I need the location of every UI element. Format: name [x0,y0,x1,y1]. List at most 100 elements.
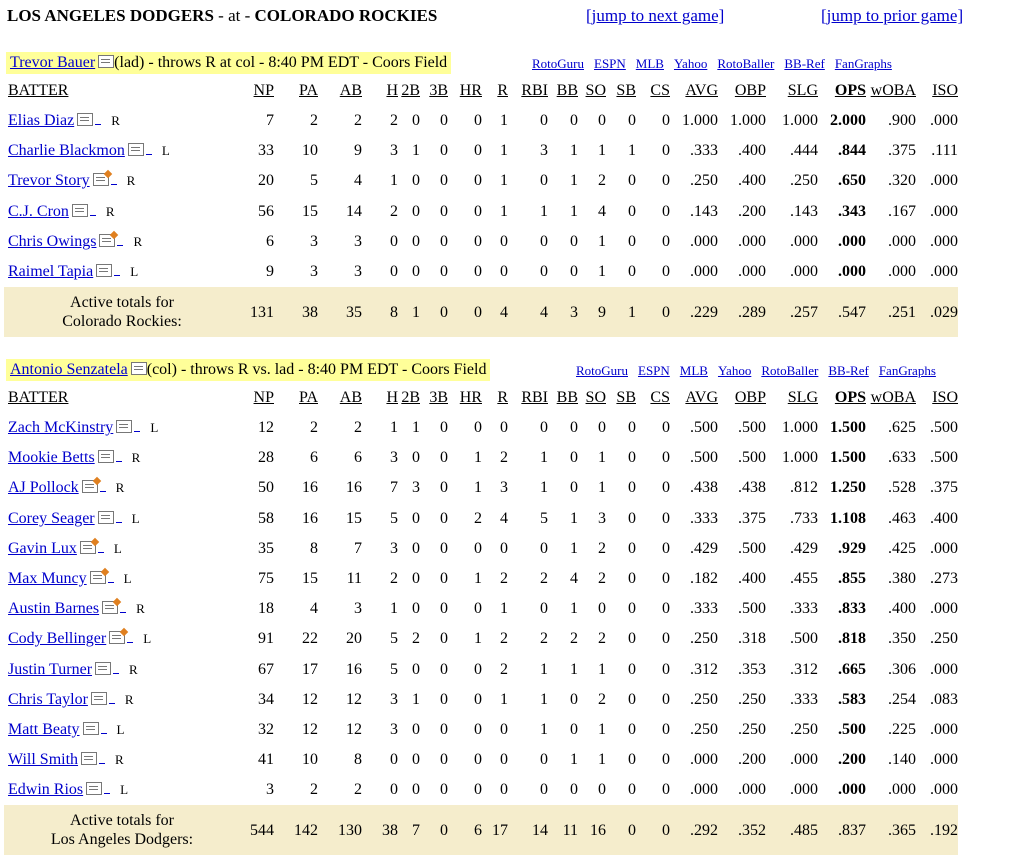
link-mlb[interactable]: MLB [679,363,708,378]
link-yahoo[interactable]: Yahoo [717,363,752,378]
note-icon[interactable] [71,203,88,217]
batter-link[interactable]: AJ Pollock [8,479,79,497]
column-header-rbi[interactable]: RBI [521,82,548,99]
stat-cell: .500 [738,419,766,437]
batter-link[interactable]: Will Smith [8,751,79,769]
column-header-ab[interactable]: AB [339,82,362,99]
batter-link[interactable]: Zach McKinstry [8,419,114,437]
note-icon[interactable] [81,752,98,766]
column-header-cs[interactable]: CS [650,82,670,99]
note-icon[interactable] [99,233,116,247]
column-header-bb[interactable]: BB [556,82,578,99]
column-header-bb[interactable]: BB [556,389,578,406]
jump-prior-game-link[interactable]: [jump to prior game] [821,6,964,25]
link-yahoo[interactable]: Yahoo [673,56,708,71]
column-header-pa[interactable]: PA [299,389,318,406]
column-header-obp[interactable]: OBP [734,82,766,99]
link-rotoballer[interactable]: RotoBaller [717,56,775,71]
note-icon[interactable] [82,721,99,735]
column-header-np[interactable]: NP [253,82,274,99]
link-mlb[interactable]: MLB [635,56,664,71]
column-header-hr[interactable]: HR [459,389,482,406]
column-header-r[interactable]: R [497,82,508,99]
note-icon[interactable] [96,264,113,278]
column-header-cs[interactable]: CS [650,389,670,406]
column-header-woba[interactable]: wOBA [870,389,916,406]
column-header-ab[interactable]: AB [339,389,362,406]
batter-link[interactable]: Corey Seager [8,509,95,527]
pitcher-note-icon[interactable] [98,55,115,68]
batter-link[interactable]: Trevor Story [8,172,90,190]
column-header-h[interactable]: H [386,82,398,99]
link-fangraphs[interactable]: FanGraphs [878,363,936,378]
column-header-3b[interactable]: 3B [429,389,448,406]
column-header-avg[interactable]: AVG [685,389,718,406]
note-icon[interactable] [95,661,112,675]
column-header-ops[interactable]: OPS [834,389,866,406]
note-icon[interactable] [116,420,133,434]
column-header-slg[interactable]: SLG [787,389,818,406]
batter-link[interactable]: Gavin Lux [8,539,77,557]
batter-link[interactable]: Cody Bellinger [8,630,107,648]
pitcher-link[interactable]: Trevor Bauer [10,54,96,71]
note-icon[interactable] [79,540,96,554]
column-header-h[interactable]: H [386,389,398,406]
column-header-so[interactable]: SO [585,82,606,99]
link-espn[interactable]: ESPN [638,363,670,378]
batter-link[interactable]: Edwin Rios [8,781,84,799]
column-header-r[interactable]: R [497,389,508,406]
batter-link[interactable]: Austin Barnes [8,600,100,618]
totals-cell: .292 [670,805,718,855]
batter-link[interactable]: C.J. Cron [8,202,69,220]
column-header-iso[interactable]: ISO [932,389,958,406]
link-rotoguru[interactable]: RotoGuru [576,363,628,378]
note-icon[interactable] [77,113,94,127]
pitcher-link[interactable]: Antonio Senzatela [10,361,128,378]
column-header-avg[interactable]: AVG [685,82,718,99]
batter-link[interactable]: Raimel Tapia [8,263,94,281]
note-icon[interactable] [89,571,106,585]
column-header-2b[interactable]: 2B [401,389,420,406]
batter-link[interactable]: Matt Beaty [8,720,80,738]
column-header-batter[interactable]: BATTER [8,82,69,99]
note-icon[interactable] [81,480,98,494]
batter-link[interactable]: Chris Taylor [8,690,88,708]
column-header-obp[interactable]: OBP [734,389,766,406]
column-header-2b[interactable]: 2B [401,82,420,99]
column-header-batter[interactable]: BATTER [8,389,69,406]
batter-link[interactable]: Justin Turner [8,660,93,678]
note-icon[interactable] [86,782,103,796]
link-bbref[interactable]: BB-Ref [784,56,825,71]
note-icon[interactable] [109,631,126,645]
column-header-3b[interactable]: 3B [429,82,448,99]
column-header-np[interactable]: NP [253,389,274,406]
column-header-sb[interactable]: SB [616,389,636,406]
note-icon[interactable] [90,691,107,705]
column-header-iso[interactable]: ISO [932,82,958,99]
link-rotoguru[interactable]: RotoGuru [532,56,584,71]
link-fangraphs[interactable]: FanGraphs [834,56,892,71]
link-espn[interactable]: ESPN [594,56,626,71]
column-header-rbi[interactable]: RBI [521,389,548,406]
pitcher-note-icon[interactable] [130,362,147,375]
column-header-sb[interactable]: SB [616,82,636,99]
column-header-so[interactable]: SO [585,389,606,406]
column-header-slg[interactable]: SLG [787,82,818,99]
link-bbref[interactable]: BB-Ref [828,363,869,378]
note-icon[interactable] [127,143,144,157]
column-header-woba[interactable]: wOBA [870,82,916,99]
note-icon[interactable] [97,510,114,524]
batter-link[interactable]: Charlie Blackmon [8,142,125,160]
jump-next-game-link[interactable]: [jump to next game] [586,6,725,25]
link-rotoballer[interactable]: RotoBaller [761,363,819,378]
batter-link[interactable]: Max Muncy [8,570,87,588]
column-header-ops[interactable]: OPS [834,82,866,99]
note-icon[interactable] [97,450,114,464]
column-header-pa[interactable]: PA [299,82,318,99]
batter-link[interactable]: Mookie Betts [8,449,95,467]
note-icon[interactable] [92,173,109,187]
note-icon[interactable] [102,601,119,615]
column-header-hr[interactable]: HR [459,82,482,99]
batter-link[interactable]: Chris Owings [8,232,97,250]
batter-link[interactable]: Elias Diaz [8,112,75,130]
